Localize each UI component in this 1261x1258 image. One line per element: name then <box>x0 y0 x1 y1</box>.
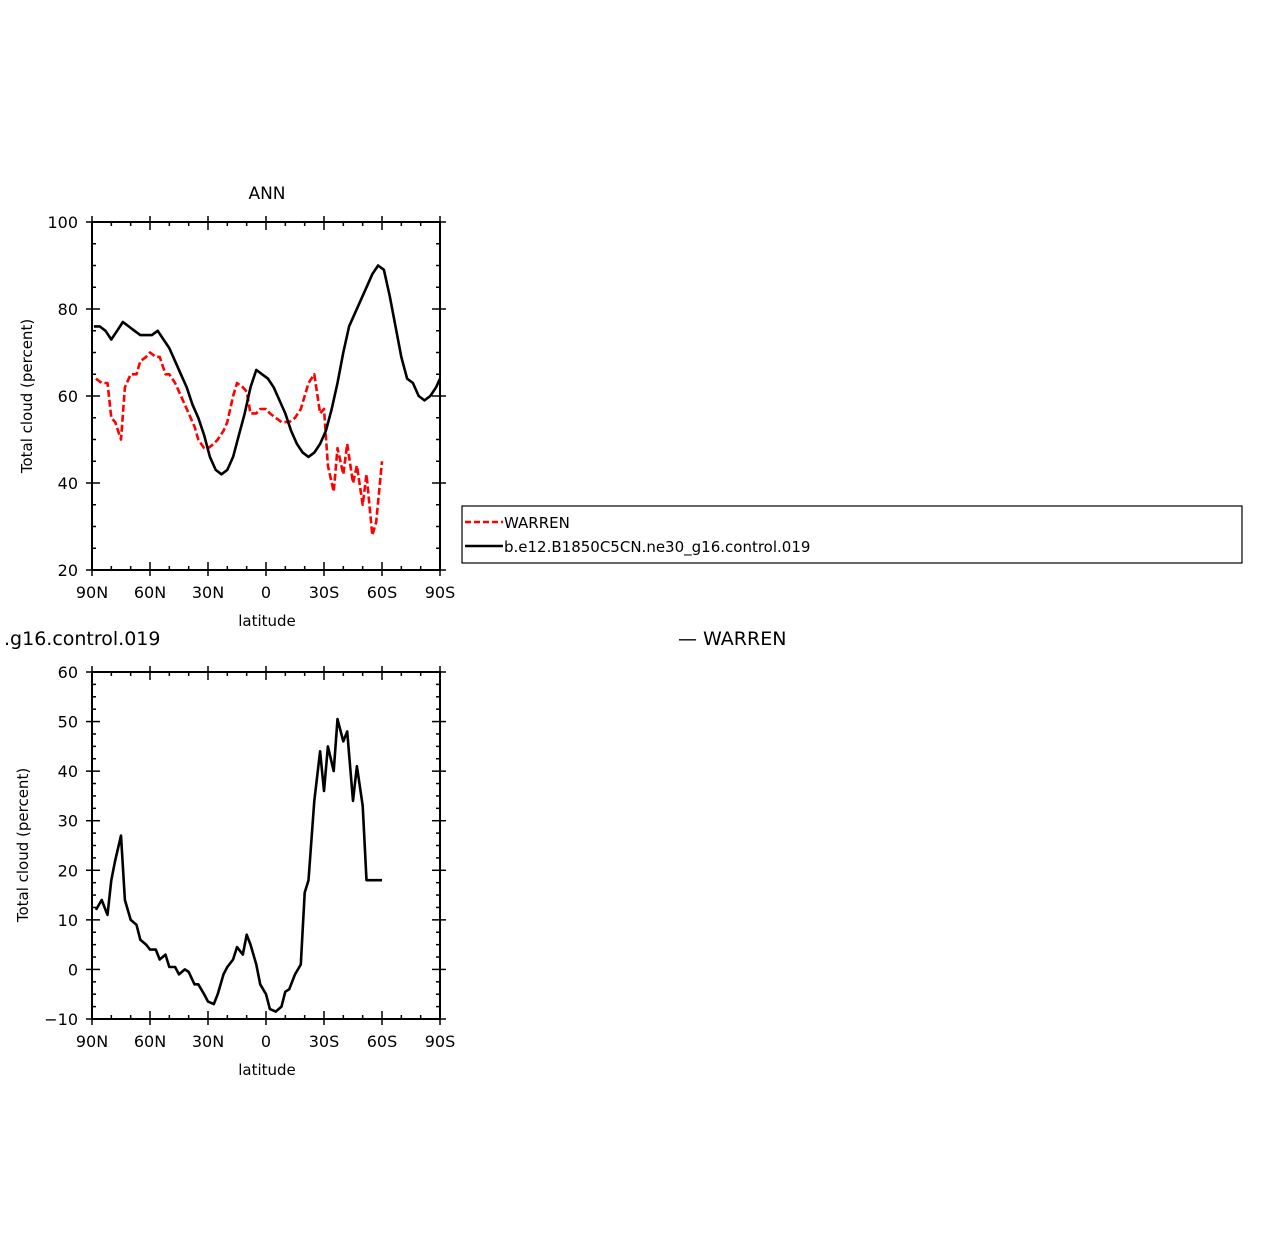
x-tick-label: 60N <box>134 583 166 602</box>
x-tick-label: 90N <box>76 1032 108 1051</box>
chart-annual-total-cloud: ANN 20 40 60 80 100 90N 60N 30N 0 30S 60S 90S lati… <box>18 184 455 630</box>
x-axis-label: latitude <box>238 612 296 630</box>
series-line-difference <box>94 717 382 1013</box>
series-line-warren <box>95 351 384 537</box>
x-tick-label: 60S <box>367 1032 398 1051</box>
y-tick-label: 50 <box>58 713 78 732</box>
x-tick-label: 0 <box>261 583 271 602</box>
x-tick-label: 30N <box>192 583 224 602</box>
chart-title: ANN <box>248 184 285 204</box>
y-tick-label: 80 <box>58 300 78 319</box>
x-tick-label: 90S <box>425 583 456 602</box>
x-axis-label: latitude <box>238 1061 296 1079</box>
series-line-b-e12-b1850c5cn-ne30-g16-control-019 <box>93 264 442 476</box>
y-axis-label: Total cloud (percent) <box>14 768 32 923</box>
y-axis-label: Total cloud (percent) <box>18 319 36 474</box>
y-tick-label: 20 <box>58 561 78 580</box>
legend-box <box>461 505 1243 564</box>
y-tick-label: 40 <box>58 762 78 781</box>
chart-title-left: .g16.control.019 <box>4 628 160 650</box>
x-axis-ticks: 90N 60N 30N 0 30S 60S 90S <box>76 216 455 602</box>
x-axis-ticks: 90N 60N 30N 0 30S 60S 90S <box>76 666 455 1051</box>
y-tick-label: 20 <box>58 861 78 880</box>
legend-label-warren: WARREN <box>504 514 570 532</box>
series-lines <box>94 717 382 1013</box>
y-tick-label: −10 <box>44 1010 78 1029</box>
y-tick-label: 40 <box>58 474 78 493</box>
x-tick-label: 0 <box>261 1032 271 1051</box>
x-tick-label: 60N <box>134 1032 166 1051</box>
plot-frame <box>91 221 441 571</box>
y-tick-label: 10 <box>58 911 78 930</box>
y-tick-label: 100 <box>47 213 78 232</box>
chart-difference-total-cloud: .g16.control.019 — WARREN −10 0 10 20 30 40 50… <box>4 628 786 1079</box>
y-tick-label: 30 <box>58 812 78 831</box>
plot-frame <box>91 671 441 1020</box>
x-tick-label: 90S <box>425 1032 456 1051</box>
chart-title-right: — WARREN <box>678 628 786 650</box>
y-axis-ticks: −10 0 10 20 30 40 50 60 <box>44 663 446 1029</box>
legend-label-model: b.e12.B1850C5CN.ne30_g16.control.019 <box>504 538 810 557</box>
legend: WARREN b.e12.B1850C5CN.ne30_g16.control.… <box>461 505 1243 564</box>
x-tick-label: 30S <box>309 1032 340 1051</box>
x-tick-label: 30S <box>309 583 340 602</box>
x-tick-label: 60S <box>367 583 398 602</box>
y-axis-ticks: 20 40 60 80 100 <box>47 213 446 580</box>
x-tick-label: 90N <box>76 583 108 602</box>
y-tick-label: 0 <box>68 960 78 979</box>
y-tick-label: 60 <box>58 387 78 406</box>
y-tick-label: 60 <box>58 663 78 682</box>
series-lines <box>93 264 442 537</box>
x-tick-label: 30N <box>192 1032 224 1051</box>
